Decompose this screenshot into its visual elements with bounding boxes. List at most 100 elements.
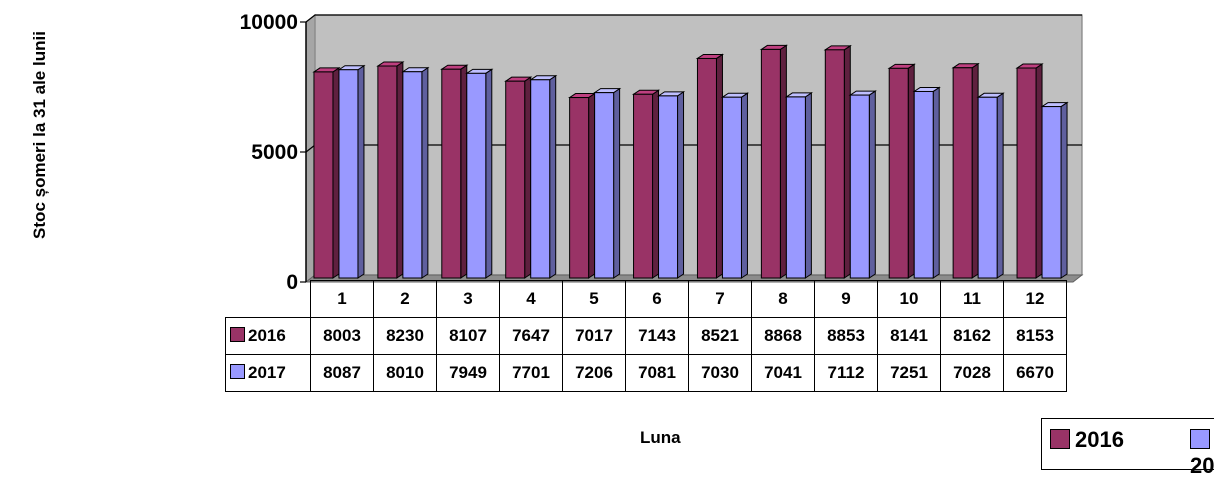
table-category-cell: 10 [877, 280, 941, 318]
table-category-cell: 2 [373, 280, 437, 318]
table-category-cell: 3 [436, 280, 500, 318]
bar-2017-6 [658, 95, 679, 279]
bar-2017-4 [530, 79, 551, 279]
bar-2017-11-side [996, 92, 1004, 279]
legend-item-2016: 2016 [1050, 427, 1124, 453]
table-series-head: 2017 [225, 354, 311, 392]
legend-swatch-2016 [1050, 429, 1070, 449]
bar-2017-8 [785, 96, 806, 279]
bar-2017-4-side [549, 74, 557, 279]
table-value-cell: 8003 [310, 317, 374, 355]
bar-2017-1-side [357, 64, 365, 279]
table-value-cell: 8141 [877, 317, 941, 355]
table-value-cell: 8162 [940, 317, 1004, 355]
table-value-cell: 8868 [751, 317, 815, 355]
table-value-cell: 7028 [940, 354, 1004, 392]
table-series-label: 2017 [248, 363, 286, 382]
bar-2017-2 [402, 71, 423, 279]
bar-2017-9-side [868, 90, 876, 279]
legend: 2016 2017 [1041, 418, 1214, 478]
bar-2016-7-side [715, 53, 723, 279]
table-category-cell: 5 [562, 280, 626, 318]
table-value-cell: 7949 [436, 354, 500, 392]
bar-2017-11 [977, 96, 998, 279]
bar-2016-8 [760, 48, 781, 279]
legend-swatch-2017 [1190, 429, 1210, 449]
table-category-cell: 8 [751, 280, 815, 318]
table-value-cell: 7030 [688, 354, 752, 392]
table-row: 2017 8087 8010 7949 7701 7206 7081 7030 7041 7112… [225, 354, 1067, 392]
bar-2017-6-side [677, 90, 685, 279]
bar-2016-2-side [396, 61, 404, 279]
bar-2016-6-side [652, 89, 660, 279]
bar-2016-12-side [1035, 63, 1043, 279]
table-value-cell: 7206 [562, 354, 626, 392]
bar-2017-10 [913, 90, 934, 279]
table-category-cell: 12 [1003, 280, 1067, 318]
table-value-cell: 7081 [625, 354, 689, 392]
gridline [305, 14, 1082, 23]
table-corner [226, 281, 311, 318]
y-tick-label: 5000 [251, 141, 298, 164]
table-value-cell: 7143 [625, 317, 689, 355]
bar-2016-12 [1016, 67, 1037, 279]
table-value-cell: 8153 [1003, 317, 1067, 355]
table-value-cell: 8853 [814, 317, 878, 355]
table-value-cell: 7017 [562, 317, 626, 355]
table-value-cell: 7112 [814, 354, 878, 392]
table-value-cell: 8107 [436, 317, 500, 355]
table-category-cell: 1 [310, 280, 374, 318]
bar-2017-5 [594, 92, 615, 279]
bar-2017-3-side [485, 68, 493, 279]
legend-label-2016: 2016 [1075, 427, 1124, 452]
bar-2017-3 [466, 72, 487, 279]
table-value-cell: 8087 [310, 354, 374, 392]
chart-plot: 0 5000 10000 [240, 11, 1084, 294]
data-table: 1 2 3 4 5 6 7 8 9 10 11 12 2016 8003 8230 8107 7647 7017 7… [225, 280, 1067, 392]
table-series-head: 2016 [225, 317, 311, 355]
bar-2016-7 [696, 57, 717, 279]
table-category-cell: 11 [940, 280, 1004, 318]
bar-2016-1-side [332, 66, 340, 279]
table-category-cell: 6 [625, 280, 689, 318]
bar-2016-4-side [524, 76, 532, 279]
bar-2017-12 [1041, 106, 1062, 279]
y-tick-label: 0 [286, 271, 298, 294]
table-series-label: 2016 [248, 326, 286, 345]
table-category-cell: 4 [499, 280, 563, 318]
table-category-cell: 9 [814, 280, 878, 318]
bar-2017-1 [338, 69, 359, 279]
table-value-cell: 8230 [373, 317, 437, 355]
y-tick-label: 10000 [240, 11, 298, 34]
bar-2017-5-side [613, 87, 621, 279]
bar-2017-12-side [1060, 101, 1068, 279]
legend-label-2017: 2017 [1190, 453, 1214, 478]
bar-2017-2-side [421, 66, 429, 279]
table-value-cell: 6670 [1003, 354, 1067, 392]
bar-2016-11-side [971, 62, 979, 279]
bar-2017-9 [849, 94, 870, 279]
bar-2016-5-side [588, 92, 596, 279]
table-value-cell: 8010 [373, 354, 437, 392]
bar-2016-11 [952, 67, 973, 279]
table-category-cell: 7 [688, 280, 752, 318]
bar-2016-9 [824, 49, 845, 279]
table-value-cell: 8521 [688, 317, 752, 355]
table-value-cell: 7251 [877, 354, 941, 392]
bar-2016-10-side [907, 63, 915, 279]
table-header-row: 1 2 3 4 5 6 7 8 9 10 11 12 [226, 280, 1067, 318]
table-value-cell: 7647 [499, 317, 563, 355]
table-legend-key [230, 364, 245, 379]
x-axis-title: Luna [640, 428, 681, 447]
bar-2017-7-side [740, 92, 748, 279]
bar-2016-4 [505, 80, 526, 279]
bar-2016-8-side [779, 44, 787, 279]
bar-2016-5 [569, 97, 590, 279]
bar-2016-10 [888, 67, 909, 279]
bar-2016-9-side [843, 44, 851, 279]
table-value-cell: 7701 [499, 354, 563, 392]
bar-2017-8-side [804, 91, 812, 279]
bar-2017-7 [721, 96, 742, 279]
bar-2017-10-side [932, 86, 940, 279]
table-value-cell: 7041 [751, 354, 815, 392]
